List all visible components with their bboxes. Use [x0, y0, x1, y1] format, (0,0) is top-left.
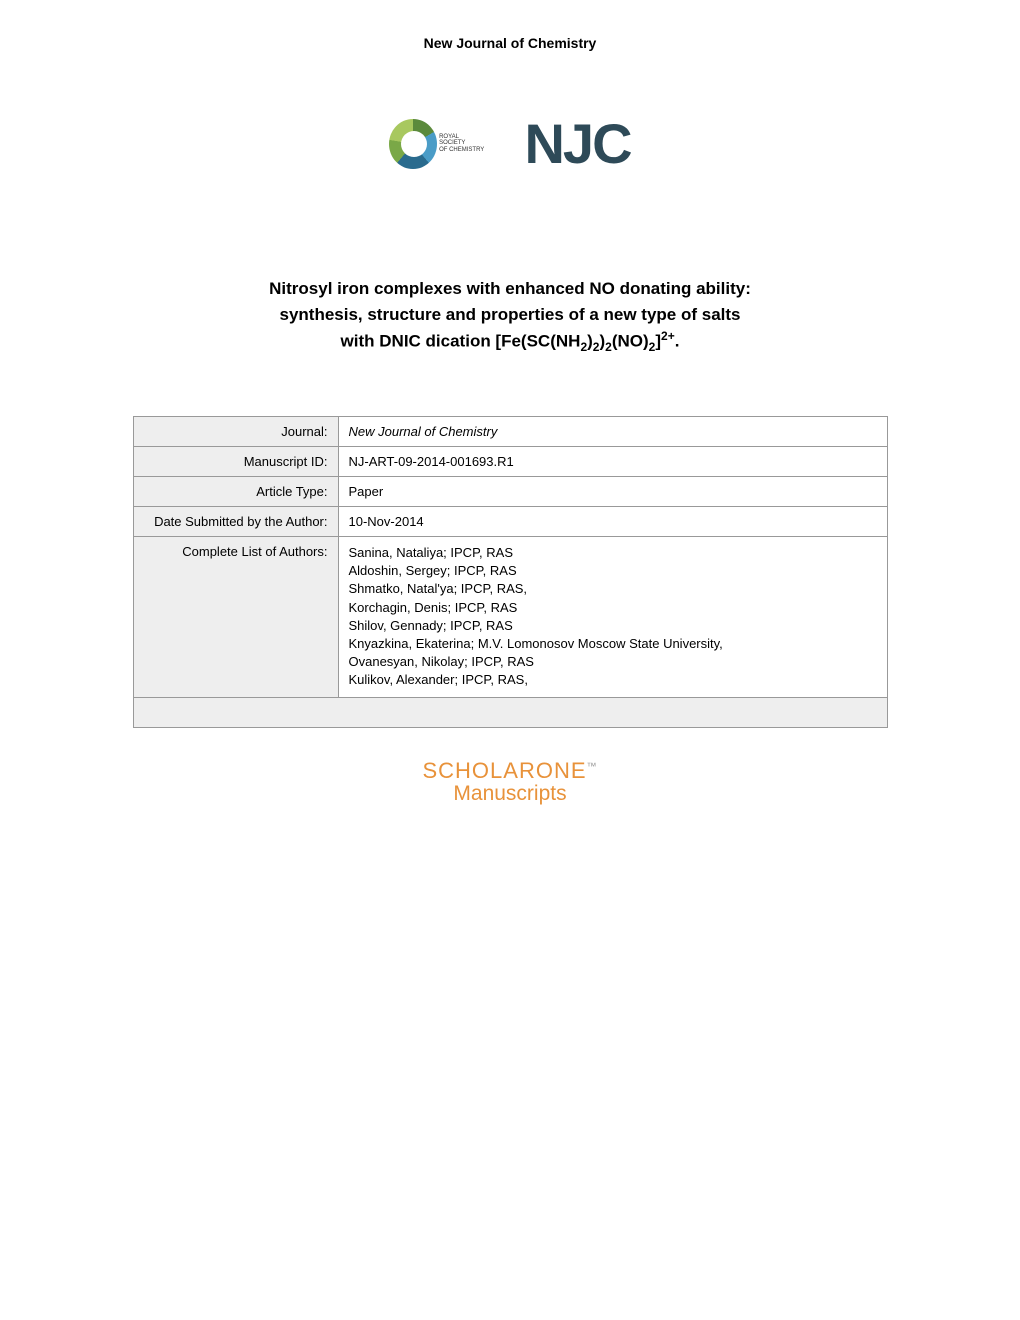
table-row-manuscript-id: Manuscript ID: NJ-ART-09-2014-001693.R1 [133, 447, 887, 477]
header-journal-name: New Journal of Chemistry [60, 35, 960, 51]
manuscript-cover-page: New Journal of Chemistry ROYAL SOCIETY O… [0, 0, 1020, 836]
title-line2: synthesis, structure and properties of a… [279, 305, 740, 324]
table-row-article-type: Article Type: Paper [133, 477, 887, 507]
value-article-type: Paper [338, 477, 887, 507]
label-date-submitted: Date Submitted by the Author: [133, 507, 338, 537]
label-manuscript-id: Manuscript ID: [133, 447, 338, 477]
title-sup: 2+ [661, 329, 675, 343]
journal-name-text: New Journal of Chemistry [349, 424, 498, 439]
manuscripts-text: Manuscripts [60, 782, 960, 806]
table-row-date-submitted: Date Submitted by the Author: 10-Nov-201… [133, 507, 887, 537]
scholarone-text: SCHOLARONE™ [60, 758, 960, 784]
rsc-text-line1: ROYAL SOCIETY [439, 134, 484, 147]
scholarone-word: SCHOLARONE [422, 758, 586, 783]
rsc-logo: ROYAL SOCIETY OF CHEMISTRY [389, 116, 484, 171]
table-empty-row [133, 697, 887, 727]
value-date-submitted: 10-Nov-2014 [338, 507, 887, 537]
rsc-logo-text: ROYAL SOCIETY OF CHEMISTRY [439, 134, 484, 154]
footer-logo: SCHOLARONE™ Manuscripts [60, 758, 960, 806]
njc-logo: NJC [524, 111, 630, 176]
paper-title: Nitrosyl iron complexes with enhanced NO… [170, 276, 850, 356]
table-row-journal: Journal: New Journal of Chemistry [133, 417, 887, 447]
value-manuscript-id: NJ-ART-09-2014-001693.R1 [338, 447, 887, 477]
metadata-table: Journal: New Journal of Chemistry Manusc… [133, 416, 888, 728]
title-mid3: (NO) [612, 332, 649, 351]
rsc-circle-icon [389, 119, 437, 169]
rsc-text-line2: OF CHEMISTRY [439, 147, 484, 154]
table-row-authors: Complete List of Authors: Sanina, Natali… [133, 537, 887, 698]
label-authors: Complete List of Authors: [133, 537, 338, 698]
title-suffix: . [675, 332, 680, 351]
value-authors: Sanina, Nataliya; IPCP, RASAldoshin, Ser… [338, 537, 887, 698]
logo-row: ROYAL SOCIETY OF CHEMISTRY NJC [60, 111, 960, 176]
label-journal: Journal: [133, 417, 338, 447]
title-formula-prefix: with DNIC dication [Fe(SC(NH [341, 332, 581, 351]
title-line1: Nitrosyl iron complexes with enhanced NO… [269, 279, 751, 298]
value-journal: New Journal of Chemistry [338, 417, 887, 447]
trademark-icon: ™ [587, 761, 598, 772]
label-article-type: Article Type: [133, 477, 338, 507]
title-sub3: 2 [605, 340, 612, 354]
